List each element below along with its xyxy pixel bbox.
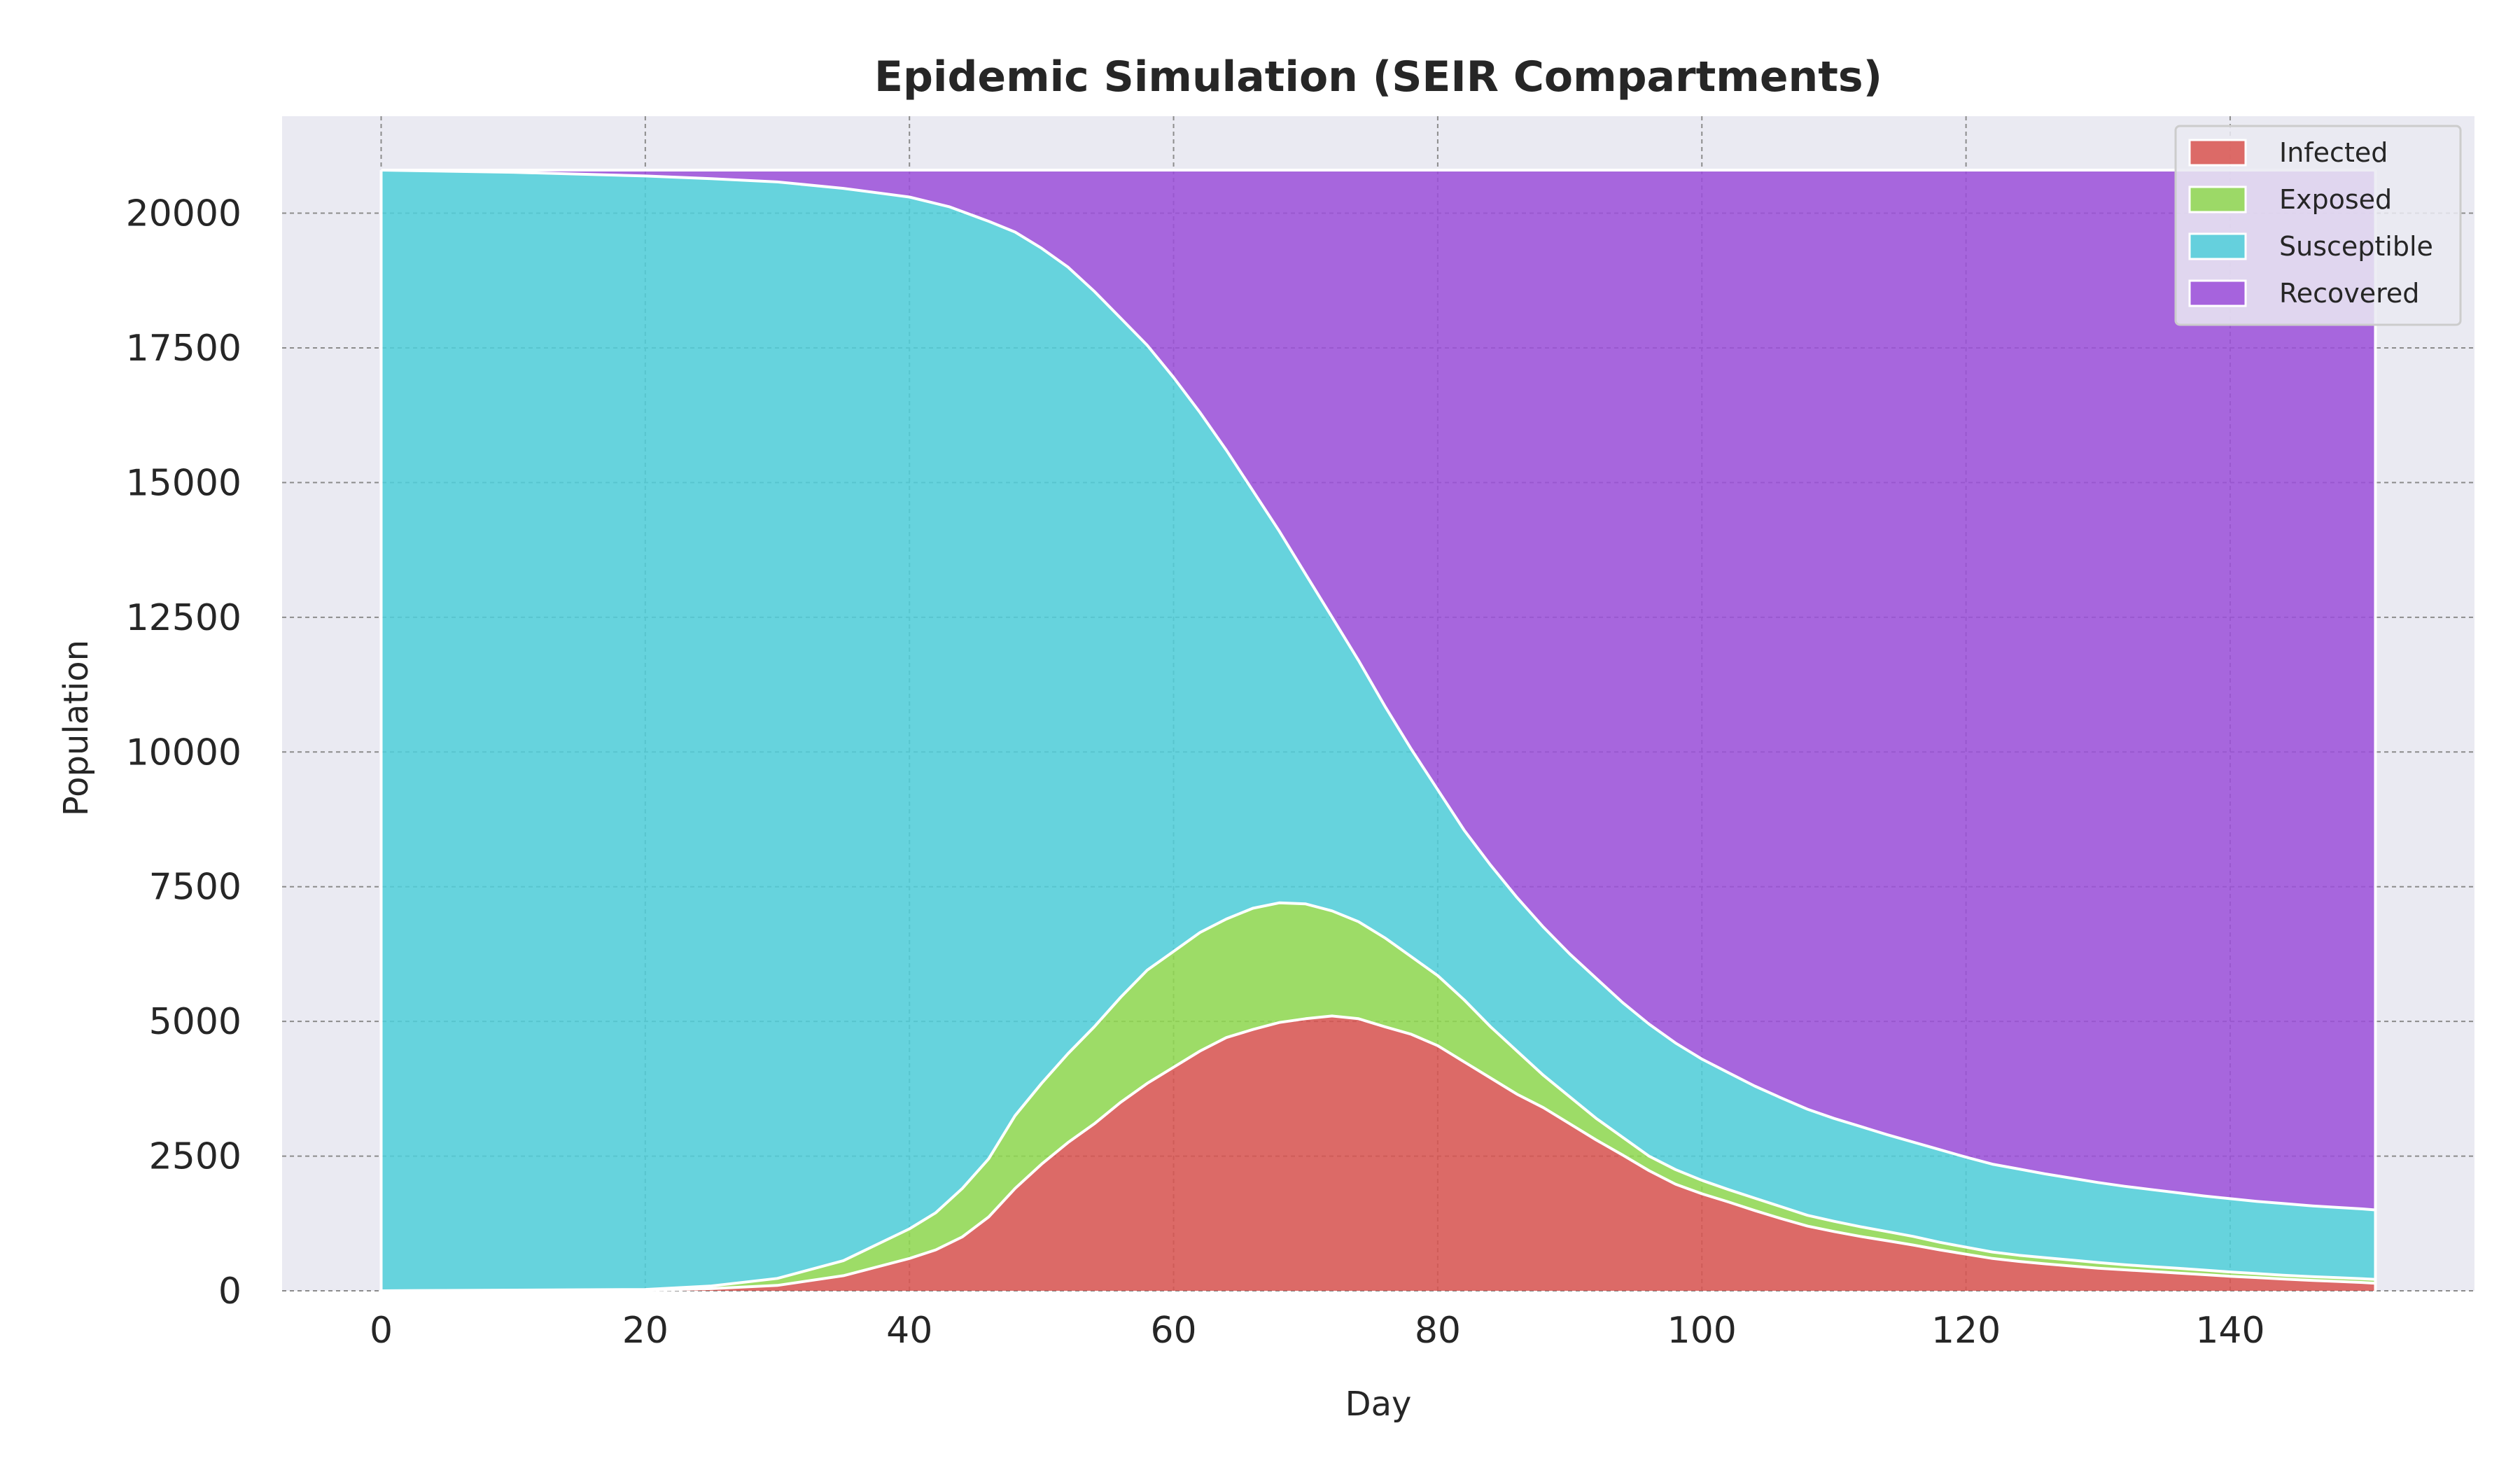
infected-area [381,1016,2376,1291]
legend-label: Susceptible [2279,231,2433,262]
x-tick-labels: 0 20 40 60 80 100 120 140 [370,1310,2265,1352]
x-tick-label: 60 [1150,1310,1196,1352]
y-tick-label: 10000 [126,732,241,774]
stacked-areas [379,169,2377,1292]
y-axis-label: Population [57,640,96,816]
susceptible-area [381,170,2376,1291]
x-tick-label: 100 [1667,1310,1737,1352]
infected-boundary [381,1014,2376,1292]
legend-label: Infected [2279,137,2388,168]
legend-swatch [2188,139,2247,167]
x-tick-label: 20 [622,1310,668,1352]
legend-label: Exposed [2279,184,2392,215]
y-tick-label: 2500 [149,1136,241,1178]
y-tick-labels: 0 2500 5000 7500 10000 12500 15000 17500 20000 [126,193,241,1312]
y-tick-label: 5000 [149,1001,241,1043]
y-tick-label: 12500 [126,597,241,639]
exposed-boundary [381,901,2376,1292]
x-tick-label: 120 [1931,1310,2001,1352]
y-tick-label: 15000 [126,462,241,504]
legend-swatch [2188,279,2247,307]
y-tick-label: 20000 [126,193,241,235]
x-tick-label: 80 [1415,1310,1461,1352]
legend-swatch [2188,232,2247,260]
y-tick-label: 17500 [126,328,241,370]
x-tick-label: 40 [886,1310,932,1352]
chart-title: Epidemic Simulation (SEIR Compartments) [874,52,1882,102]
y-tick-label: 0 [218,1270,241,1312]
susceptible-boundary [381,169,2376,1212]
x-axis-label: Day [1345,1385,1412,1424]
exposed-area [381,902,2376,1291]
legend-label: Recovered [2279,278,2419,309]
legend-swatch [2188,186,2247,214]
x-tick-label: 140 [2195,1310,2264,1352]
legend: Infected Exposed Susceptible Recovered [2174,125,2462,326]
recovered-area [381,170,2376,1210]
y-tick-label: 7500 [149,867,241,909]
x-tick-label: 0 [370,1310,393,1352]
legend-box [2174,125,2462,326]
